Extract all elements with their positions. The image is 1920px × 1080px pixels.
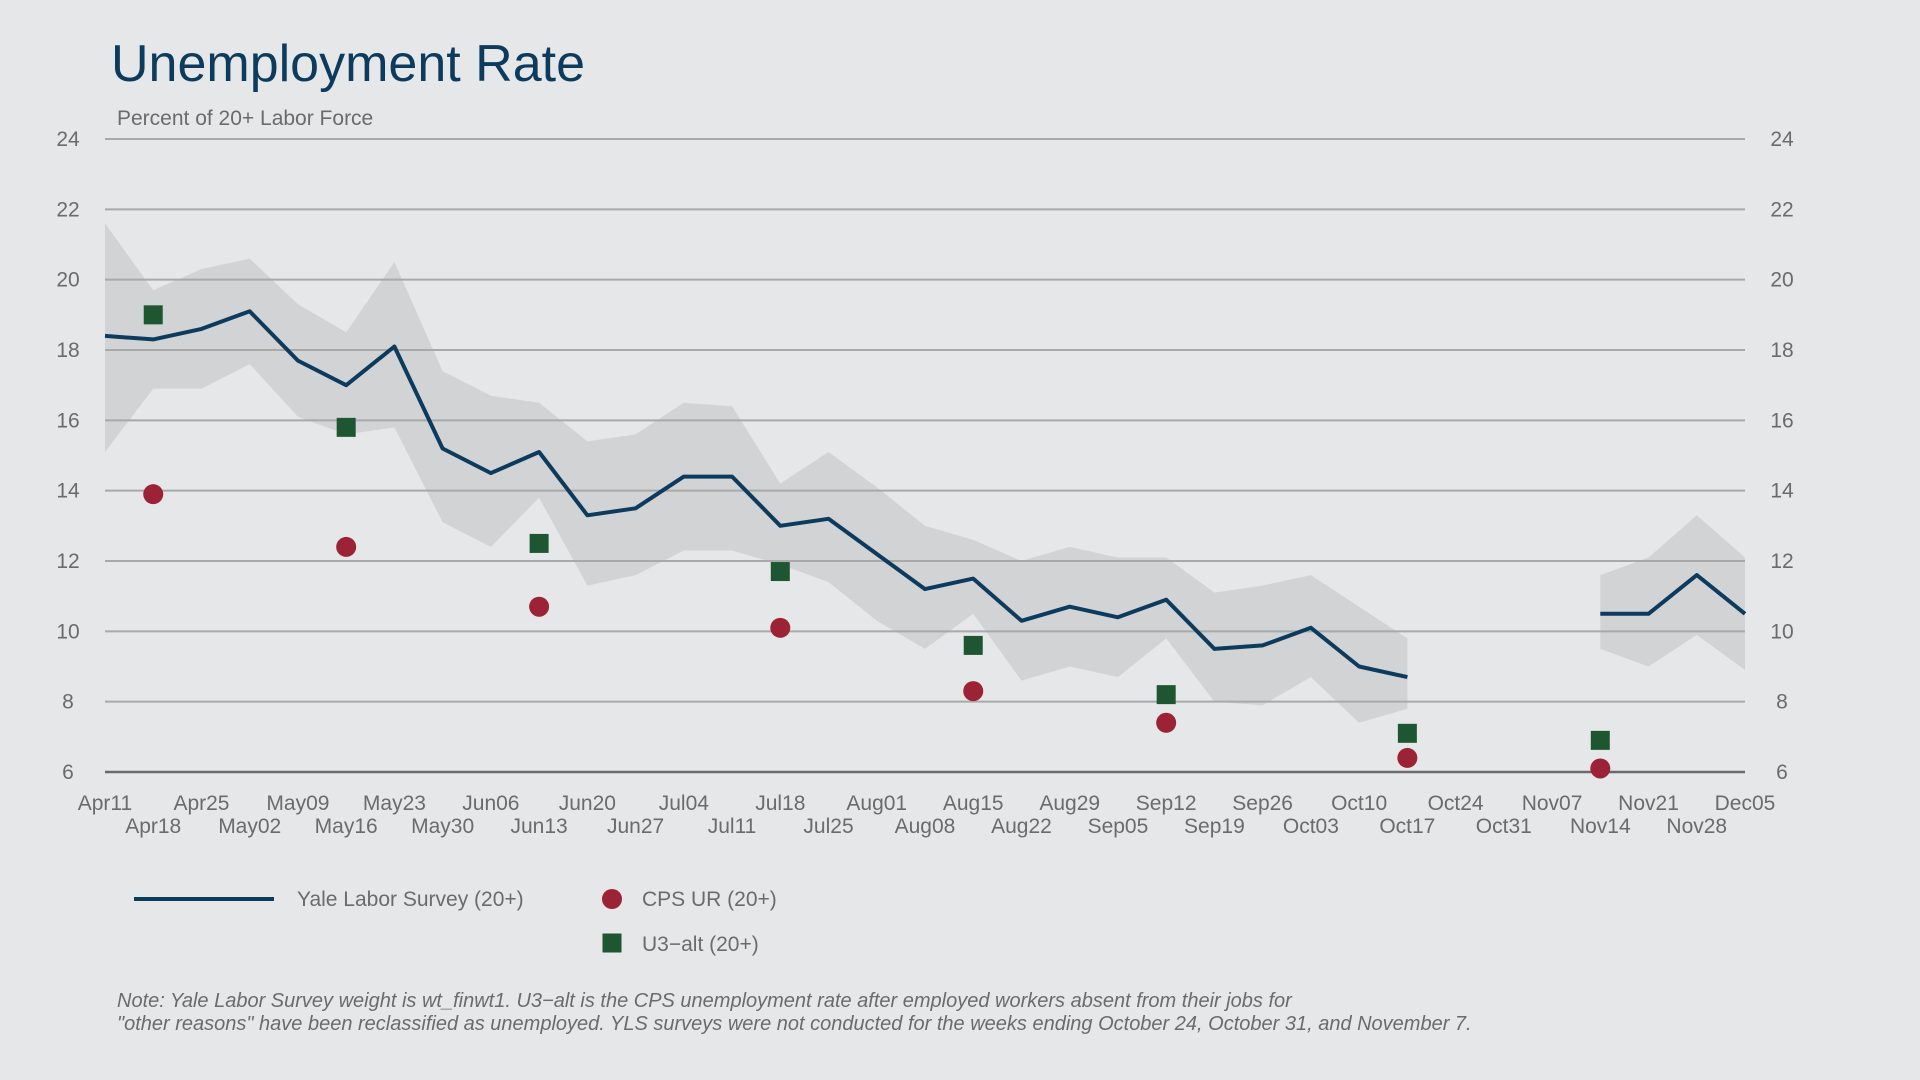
cps-point [143, 484, 164, 505]
x-tick-label: Jul25 [803, 815, 853, 838]
y-tick-label-left: 6 [62, 761, 74, 784]
y-tick-label-left: 20 [56, 269, 79, 292]
x-tick-label: Aug22 [991, 815, 1052, 838]
y-tick-label-left: 22 [56, 198, 79, 221]
cps-point [963, 681, 984, 702]
cps-point [336, 536, 357, 557]
x-tick-label: Nov07 [1522, 792, 1583, 815]
x-tick-label: Sep26 [1232, 792, 1293, 815]
x-tick-label: Apr11 [78, 792, 132, 815]
y-tick-label-right: 18 [1770, 339, 1793, 362]
yls-line-segment-1 [1600, 573, 1747, 616]
y-tick-label-right: 14 [1770, 480, 1794, 503]
confidence-band-segment-0 [105, 223, 1408, 723]
x-tick-label: Aug01 [846, 792, 907, 815]
chart-note: Note: Yale Labor Survey weight is wt_fin… [117, 990, 1472, 1035]
x-tick-label: Nov21 [1618, 792, 1679, 815]
x-tick-label: Oct10 [1331, 792, 1387, 815]
x-tick-label: Sep12 [1136, 792, 1197, 815]
x-tick-label: Jul11 [708, 815, 757, 838]
legend-cps-swatch [602, 889, 622, 909]
x-tick-label: Nov14 [1570, 815, 1631, 838]
note-line: Note: Yale Labor Survey weight is wt_fin… [117, 990, 1293, 1012]
y-tick-label-right: 6 [1776, 761, 1788, 784]
y-tick-label-left: 8 [62, 691, 74, 714]
yls-line-layer [104, 309, 1747, 680]
y-tick-label-right: 24 [1770, 128, 1794, 151]
y-tick-label-left: 12 [56, 550, 79, 573]
gridlines [105, 138, 1745, 703]
u3-alt-point [529, 533, 549, 553]
x-tick-label: Jun20 [559, 792, 616, 815]
y-tick-label-right: 10 [1770, 620, 1793, 643]
y-tick-label-left: 24 [56, 128, 80, 151]
u3-alt-point [770, 562, 790, 582]
y-tick-label-left: 16 [56, 409, 79, 432]
y-tick-label-right: 12 [1770, 550, 1793, 573]
x-tick-label: Nov28 [1666, 815, 1727, 838]
x-tick-label: Oct31 [1476, 815, 1532, 838]
x-tick-label: Jun06 [462, 792, 519, 815]
x-tick-label: Apr25 [173, 792, 229, 815]
x-tick-label: Jun27 [607, 815, 664, 838]
x-tick-label: Aug08 [895, 815, 956, 838]
u3-alt-point [1156, 685, 1176, 705]
y-tick-label-left: 14 [56, 480, 80, 503]
cps-point [1397, 747, 1418, 768]
x-tick-label: Aug29 [1039, 792, 1100, 815]
y-tick-label-right: 20 [1770, 269, 1793, 292]
x-tick-label: May02 [218, 815, 281, 838]
x-tick-label: May16 [315, 815, 378, 838]
legend: Yale Labor Survey (20+) CPS UR (20+) U3−al… [134, 888, 777, 956]
y-tick-label-left: 18 [56, 339, 79, 362]
chart-title: Unemployment Rate [111, 35, 585, 93]
x-tick-label: May09 [266, 792, 329, 815]
legend-u3-alt-label: U3−alt (20+) [642, 933, 759, 956]
x-tick-label: Dec05 [1715, 792, 1776, 815]
x-tick-label: Jul04 [659, 792, 710, 815]
x-tick-label: Oct24 [1428, 792, 1484, 815]
cps-point [770, 617, 791, 638]
x-tick-label: Aug15 [943, 792, 1004, 815]
u3-alt-point [963, 635, 983, 655]
cps-point [1156, 712, 1177, 733]
confidence-band-layer [105, 223, 1745, 723]
marker-layer [143, 305, 1611, 779]
cps-point [529, 596, 550, 617]
x-tick-label: Apr18 [125, 815, 181, 838]
y-tick-label-right: 22 [1770, 198, 1793, 221]
legend-cps-label: CPS UR (20+) [642, 888, 777, 911]
cps-point [1590, 758, 1611, 779]
u3-alt-point [143, 305, 163, 325]
y-tick-label-right: 16 [1770, 409, 1793, 432]
x-tick-label: Oct03 [1283, 815, 1339, 838]
x-tick-label: Jul18 [755, 792, 805, 815]
note-line: "other reasons" have been reclassified a… [117, 1013, 1472, 1035]
legend-yls-label: Yale Labor Survey (20+) [297, 888, 524, 911]
x-tick-label: Sep05 [1088, 815, 1149, 838]
axes: 6 6 8 8 10 10 12 12 14 14 16 16 18 18 20 20 22 22 24 24 Apr1… [56, 128, 1794, 838]
y-tick-label-right: 8 [1776, 691, 1788, 714]
x-tick-label: May23 [363, 792, 426, 815]
x-tick-label: Oct17 [1379, 815, 1435, 838]
x-tick-label: Sep19 [1184, 815, 1245, 838]
x-tick-label: Jun13 [511, 815, 568, 838]
u3-alt-point [1397, 723, 1417, 743]
u3-alt-point [1590, 730, 1610, 750]
chart-subtitle: Percent of 20+ Labor Force [117, 107, 373, 130]
yls-line-segment-0 [104, 309, 1408, 680]
x-tick-label: May30 [411, 815, 474, 838]
y-tick-label-left: 10 [56, 620, 79, 643]
u3-alt-point [336, 417, 356, 437]
legend-u3-alt-swatch [602, 933, 622, 953]
